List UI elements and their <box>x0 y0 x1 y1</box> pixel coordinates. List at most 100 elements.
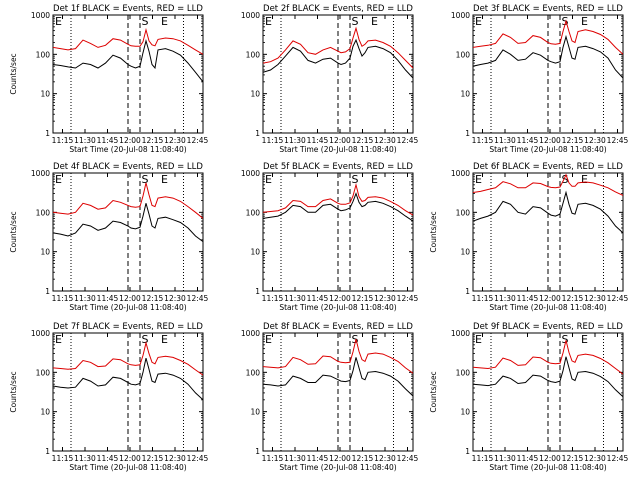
x-tick-label: 12:30 <box>584 294 606 303</box>
region-marker-label: E <box>475 15 482 28</box>
x-tick-label: 11:30 <box>284 136 306 145</box>
region-marker-label: E <box>475 173 482 186</box>
y-axis-label: Counts/sec <box>429 371 438 412</box>
y-tick-label: 100 <box>246 208 261 217</box>
x-tick-label: 12:15 <box>142 454 164 463</box>
x-tick-label: 11:30 <box>74 294 96 303</box>
series-line-events <box>473 190 623 234</box>
x-tick-label: 12:45 <box>187 294 209 303</box>
x-tick-label: 12:45 <box>397 454 419 463</box>
region-marker-label: E <box>581 333 588 346</box>
region-marker-label: E <box>161 15 168 28</box>
series-line-lld <box>473 340 623 375</box>
x-tick-label: 11:15 <box>52 136 74 145</box>
x-tick-label: 12:45 <box>187 454 209 463</box>
x-tick-label: 12:30 <box>374 294 396 303</box>
y-tick-label: 10 <box>460 248 470 257</box>
y-axis-label: Counts/sec <box>9 371 18 412</box>
x-tick-label: 12:00 <box>329 294 351 303</box>
series-line-events <box>263 38 413 79</box>
y-tick-label: 1000 <box>241 11 260 20</box>
series-line-lld <box>53 27 203 55</box>
chart-panel-4: Det 4f BLACK = Events, RED = LLD 1 10 100 10… <box>9 162 209 312</box>
x-tick-label: 11:15 <box>472 454 494 463</box>
series-line-events <box>473 356 623 398</box>
x-tick-label: 12:15 <box>352 136 374 145</box>
chart-title: Det 9f BLACK = Events, RED = LLD <box>473 322 623 332</box>
x-tick-label: 11:45 <box>307 136 329 145</box>
x-tick-label: 12:30 <box>164 136 186 145</box>
x-tick-label: 12:15 <box>142 294 164 303</box>
region-marker-label: E <box>371 173 378 186</box>
x-tick-label: 11:30 <box>74 454 96 463</box>
chart-panel-3: Det 3f BLACK = Events, RED = LLD 1 10 100 10… <box>451 4 629 154</box>
x-tick-label: 12:00 <box>539 454 561 463</box>
chart-title: Det 3f BLACK = Events, RED = LLD <box>473 4 623 14</box>
series-line-events <box>473 34 623 79</box>
region-marker-label: S <box>142 15 149 28</box>
y-tick-label: 100 <box>36 208 51 217</box>
y-tick-label: 1000 <box>31 329 50 338</box>
y-tick-label: 100 <box>456 368 471 377</box>
region-marker-label: E <box>55 15 62 28</box>
x-tick-label: 12:30 <box>584 454 606 463</box>
region-marker-label: E <box>55 333 62 346</box>
chart-panel-6: Det 6f BLACK = Events, RED = LLD 1 10 100 10… <box>429 162 629 312</box>
region-marker-label: S <box>352 173 359 186</box>
x-tick-label: 12:00 <box>119 136 141 145</box>
region-marker-label: E <box>265 333 272 346</box>
series-line-events <box>53 38 203 83</box>
x-tick-label: 11:15 <box>262 454 284 463</box>
x-tick-label: 12:15 <box>562 454 584 463</box>
x-tick-label: 12:15 <box>352 454 374 463</box>
chart-panel-2: Det 2f BLACK = Events, RED = LLD 1 10 100 10… <box>241 4 419 154</box>
y-tick-label: 1000 <box>241 329 260 338</box>
y-tick-label: 1000 <box>31 11 50 20</box>
chart-panel-1: Det 1f BLACK = Events, RED = LLD 1 10 100 10… <box>9 4 209 154</box>
y-tick-label: 10 <box>40 408 50 417</box>
chart-panel-7: Det 7f BLACK = Events, RED = LLD 1 10 100 10… <box>9 322 209 472</box>
x-axis-label: Start Time (20-Jul-08 11:08:40) <box>489 303 606 312</box>
chart-panel-9: Det 9f BLACK = Events, RED = LLD 1 10 100 10… <box>429 322 629 472</box>
x-tick-label: 11:45 <box>97 454 119 463</box>
x-tick-label: 11:30 <box>74 136 96 145</box>
x-tick-label: 11:15 <box>262 294 284 303</box>
y-tick-label: 10 <box>460 90 470 99</box>
chart-panel-5: Det 5f BLACK = Events, RED = LLD 1 10 100 10… <box>241 162 419 312</box>
x-tick-label: 11:30 <box>494 454 516 463</box>
x-axis-label: Start Time (20-Jul-08 11:08:40) <box>69 145 186 154</box>
y-tick-label: 10 <box>40 248 50 257</box>
x-axis-label: Start Time (20-Jul-08 11:08:40) <box>489 145 606 154</box>
series-line-lld <box>263 182 413 216</box>
y-tick-label: 1 <box>255 129 260 138</box>
region-marker-label: E <box>581 173 588 186</box>
x-tick-label: 11:15 <box>52 454 74 463</box>
y-tick-label: 10 <box>40 90 50 99</box>
series-line-lld <box>263 26 413 69</box>
x-tick-label: 11:15 <box>52 294 74 303</box>
series-line-lld <box>473 173 623 196</box>
y-tick-label: 100 <box>36 50 51 59</box>
region-marker-label: E <box>265 15 272 28</box>
y-tick-label: 100 <box>456 208 471 217</box>
chart-title: Det 6f BLACK = Events, RED = LLD <box>473 162 623 172</box>
x-axis-label: Start Time (20-Jul-08 11:08:40) <box>279 303 396 312</box>
x-tick-label: 11:30 <box>494 294 516 303</box>
x-tick-label: 12:15 <box>562 136 584 145</box>
x-tick-label: 12:15 <box>142 136 164 145</box>
x-tick-label: 11:15 <box>472 294 494 303</box>
y-tick-label: 100 <box>456 50 471 59</box>
x-tick-label: 11:45 <box>97 294 119 303</box>
y-axis-label: Counts/sec <box>9 53 18 94</box>
y-tick-label: 1000 <box>451 169 470 178</box>
x-tick-label: 11:45 <box>517 294 539 303</box>
region-marker-label: S <box>352 15 359 28</box>
chart-title: Det 5f BLACK = Events, RED = LLD <box>263 162 413 172</box>
x-tick-label: 12:15 <box>562 294 584 303</box>
y-tick-label: 1 <box>465 129 470 138</box>
series-line-lld <box>53 340 203 376</box>
series-line-events <box>53 357 203 401</box>
y-tick-label: 1000 <box>241 169 260 178</box>
series-line-lld <box>53 182 203 219</box>
x-tick-label: 11:45 <box>517 136 539 145</box>
